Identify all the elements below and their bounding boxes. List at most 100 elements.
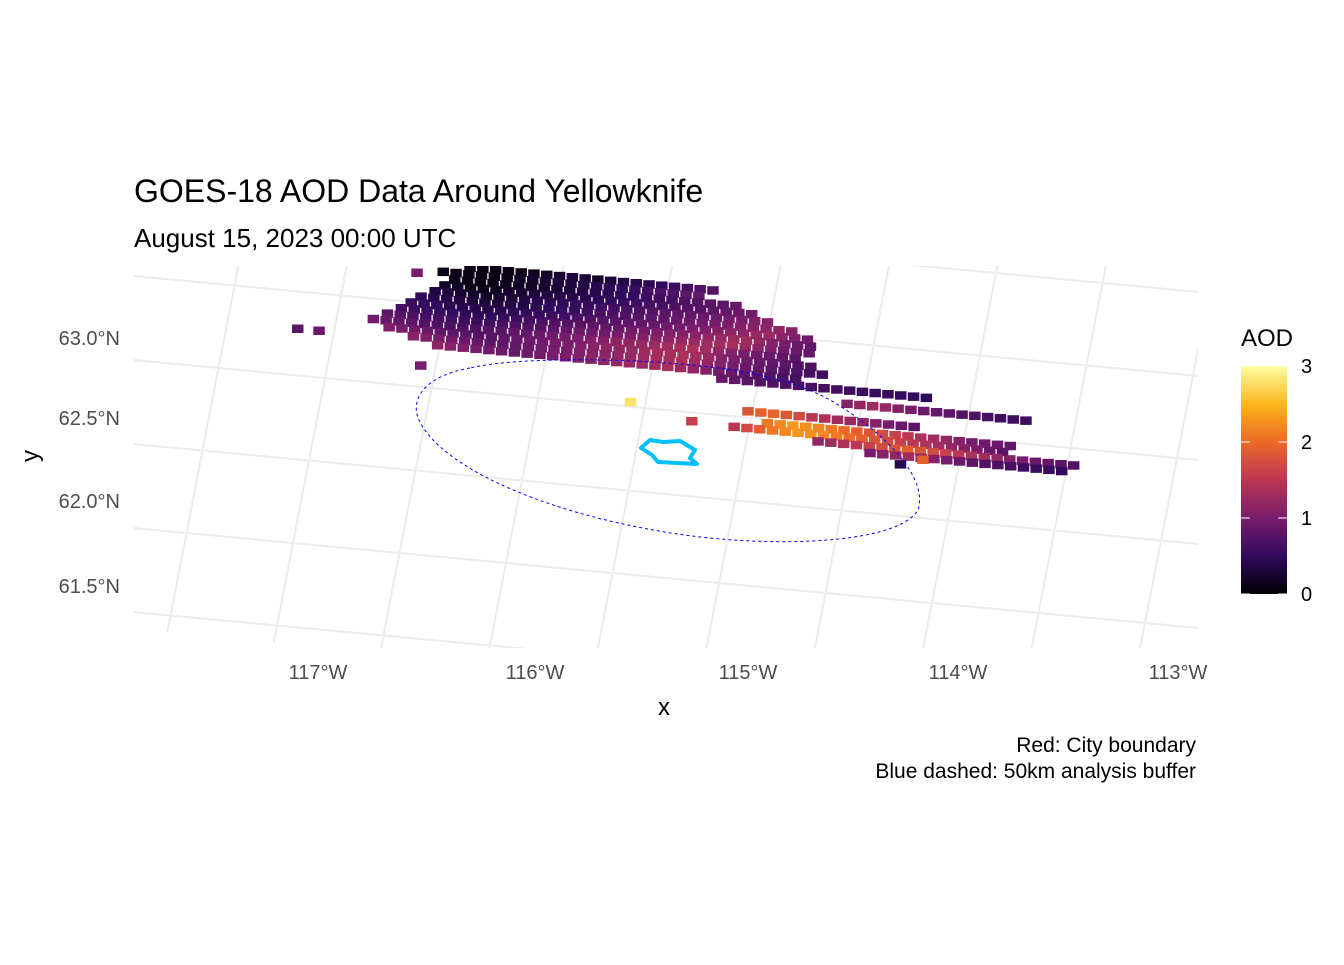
- aod-cell: [680, 290, 692, 299]
- y-tick-label: 62.5°N: [59, 408, 120, 430]
- aod-cell: [767, 379, 779, 388]
- aod-cell: [725, 348, 737, 357]
- aod-cell: [598, 329, 611, 339]
- aod-cell: [778, 366, 790, 376]
- aod-cell: [453, 296, 466, 305]
- aod-cell: [716, 374, 728, 383]
- city-boundary: [639, 438, 699, 466]
- aod-cell: [803, 369, 816, 378]
- aod-cell: [668, 282, 681, 292]
- aod-cell: [617, 277, 630, 287]
- aod-cell: [877, 450, 889, 459]
- aod-cell: [697, 312, 710, 321]
- aod-cell: [940, 435, 953, 445]
- aod-cell: [863, 428, 876, 438]
- aod-cell: [480, 291, 492, 301]
- aod-cell: [408, 325, 421, 334]
- aod-cell: [439, 281, 451, 290]
- aod-cell: [752, 344, 764, 353]
- aod-cell: [971, 445, 983, 454]
- aod-cell: [966, 438, 978, 447]
- aod-cell: [440, 294, 453, 304]
- graticule: [134, 266, 1198, 648]
- aod-cell: [952, 450, 965, 459]
- aod-cell: [381, 309, 394, 318]
- aod-cell: [780, 380, 792, 389]
- aod-cell: [623, 359, 636, 368]
- meridian-gridline: [922, 266, 999, 648]
- aod-cell: [602, 289, 614, 299]
- aod-cell: [969, 411, 981, 421]
- aod-cell: [477, 284, 489, 294]
- legend-colorbar: [1241, 366, 1287, 594]
- aod-cell: [508, 328, 520, 337]
- x-axis-ticks: 117°W 116°W 115°W 114°W 113°W: [289, 662, 1208, 684]
- aod-cell: [882, 420, 895, 429]
- aod-cell: [557, 299, 569, 308]
- aod-cell: [714, 360, 726, 370]
- aod-cell: [638, 326, 651, 336]
- aod-cell: [905, 405, 917, 415]
- aod-cell: [639, 347, 651, 356]
- y-tick-label: 63.0°N: [59, 328, 120, 350]
- x-axis-title: x: [658, 694, 670, 721]
- aod-cell: [707, 306, 720, 315]
- chart-title: GOES-18 AOD Data Around Yellowknife: [134, 173, 703, 209]
- aod-cell: [1020, 416, 1032, 425]
- aod-cell: [901, 445, 914, 455]
- aod-cell: [702, 353, 715, 362]
- aod-cell: [1007, 415, 1019, 424]
- aod-cell: [514, 274, 526, 284]
- aod-cell: [763, 331, 775, 341]
- aod-cell: [915, 433, 927, 442]
- aod-cell: [640, 293, 653, 302]
- aod-cell: [907, 392, 920, 401]
- aod-cell: [603, 283, 616, 292]
- aod-cell: [574, 320, 587, 330]
- aod-cell: [541, 270, 553, 280]
- aod-cell: [446, 335, 458, 345]
- y-axis-ticks: 63.0°N 62.5°N 62.0°N 61.5°N: [59, 328, 120, 598]
- aod-cell: [449, 275, 461, 284]
- aod-cell: [395, 304, 408, 313]
- aod-cell: [958, 444, 970, 453]
- aod-cell: [728, 335, 740, 344]
- aod-cell: [624, 352, 637, 361]
- aod-cell: [838, 426, 850, 435]
- aod-cell: [870, 419, 882, 428]
- aod-cell: [889, 451, 902, 460]
- aod-cell: [920, 393, 933, 403]
- aod-cell: [619, 311, 632, 321]
- aod-cell: [765, 365, 777, 375]
- aod-cell: [567, 293, 579, 302]
- aod-cell: [818, 384, 830, 393]
- aod-cell: [507, 307, 520, 317]
- aod-cell: [432, 314, 445, 323]
- parallel-gridline: [134, 359, 1198, 461]
- aod-cell: [844, 416, 856, 426]
- aod-cell: [707, 286, 719, 295]
- aod-cell: [495, 326, 507, 336]
- aod-cell: [444, 342, 457, 351]
- aod-cell: [589, 288, 602, 298]
- aod-cell: [693, 291, 705, 301]
- aod-cell: [434, 307, 446, 317]
- legend-title: AOD: [1241, 325, 1293, 352]
- aod-cell: [495, 347, 508, 356]
- meridian-gridline: [705, 266, 782, 648]
- aod-cell: [621, 305, 633, 314]
- aod-cell: [629, 285, 641, 295]
- aod-cell: [664, 329, 676, 338]
- aod-cell: [592, 295, 605, 305]
- aod-cell: [632, 312, 645, 322]
- aod-cell: [686, 324, 699, 334]
- aod-cell: [573, 347, 586, 357]
- aod-cell: [477, 266, 489, 274]
- aod-cell: [458, 316, 470, 326]
- aod-cell: [761, 318, 774, 327]
- aod-cell: [720, 307, 732, 317]
- aod-cell: [750, 330, 763, 340]
- aod-cell: [1067, 461, 1080, 470]
- aod-cell: [575, 341, 587, 350]
